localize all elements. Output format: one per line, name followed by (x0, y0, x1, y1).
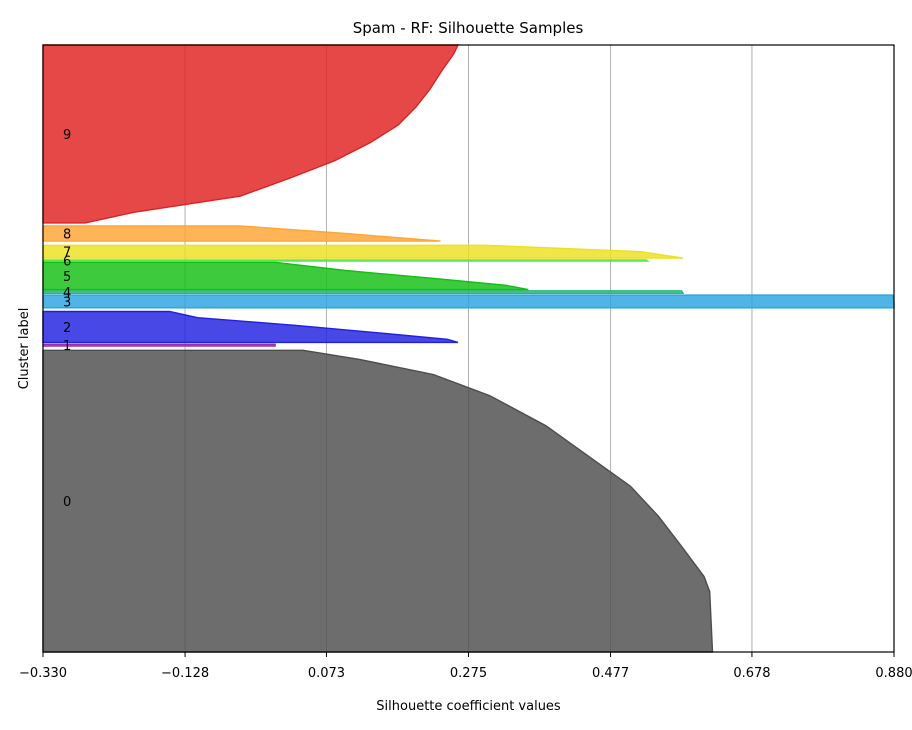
chart-title: Spam - RF: Silhouette Samples (353, 19, 584, 37)
x-tick-label: 0.275 (450, 666, 487, 681)
cluster-label-0: 0 (63, 495, 71, 510)
silhouette-cluster-4 (42, 290, 685, 294)
cluster-label-2: 2 (63, 321, 71, 336)
cluster-label-1: 1 (63, 339, 71, 354)
x-tick-label: 0.678 (733, 666, 770, 681)
silhouette-cluster-1 (42, 343, 276, 347)
cluster-silhouettes (42, 44, 895, 653)
silhouette-cluster-6 (42, 259, 650, 262)
x-tick-label: −0.128 (161, 666, 209, 681)
cluster-label-5: 5 (63, 270, 71, 285)
x-tick-label: 0.073 (308, 666, 345, 681)
x-axis-label: Silhouette coefficient values (376, 699, 561, 714)
silhouette-cluster-8 (42, 225, 441, 242)
y-axis-label: Cluster label (17, 308, 32, 390)
cluster-label-9: 9 (63, 128, 71, 143)
silhouette-cluster-0 (42, 349, 714, 653)
cluster-label-6: 6 (63, 254, 71, 269)
x-tick-label: 0.880 (875, 666, 912, 681)
silhouette-cluster-7 (42, 244, 684, 259)
x-tick-label: −0.330 (19, 666, 67, 681)
silhouette-cluster-3 (42, 294, 895, 309)
cluster-label-3: 3 (63, 295, 71, 310)
cluster-label-4: 4 (63, 286, 71, 301)
cluster-label-8: 8 (63, 227, 71, 242)
silhouette-cluster-5 (42, 261, 529, 291)
silhouette-cluster-2 (42, 310, 459, 344)
x-tick-label: 0.477 (592, 666, 629, 681)
cluster-label-7: 7 (63, 246, 71, 261)
silhouette-cluster-9 (42, 44, 460, 224)
x-axis-ticks: −0.330 −0.128 0.073 0.275 0.477 0.678 0.880 (19, 652, 912, 681)
